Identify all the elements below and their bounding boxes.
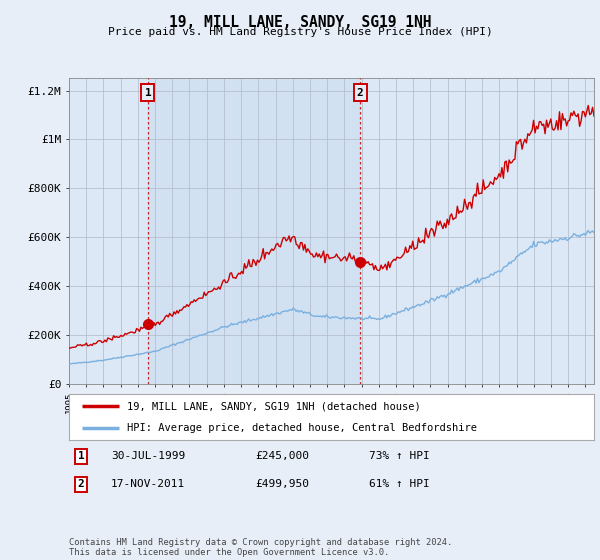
Text: Contains HM Land Registry data © Crown copyright and database right 2024.
This d: Contains HM Land Registry data © Crown c… [69, 538, 452, 557]
Text: 61% ↑ HPI: 61% ↑ HPI [369, 479, 430, 489]
Bar [148, 78, 360, 384]
Text: HPI: Average price, detached house, Central Bedfordshire: HPI: Average price, detached house, Cent… [127, 423, 477, 433]
Text: 19, MILL LANE, SANDY, SG19 1NH (detached house): 19, MILL LANE, SANDY, SG19 1NH (detached… [127, 401, 421, 411]
Text: £245,000: £245,000 [255, 451, 309, 461]
Text: 2: 2 [357, 87, 364, 97]
Text: £499,950: £499,950 [255, 479, 309, 489]
Text: 1: 1 [145, 87, 151, 97]
Text: 17-NOV-2011: 17-NOV-2011 [111, 479, 185, 489]
Text: 1: 1 [77, 451, 85, 461]
Text: 19, MILL LANE, SANDY, SG19 1NH: 19, MILL LANE, SANDY, SG19 1NH [169, 15, 431, 30]
Text: 2: 2 [77, 479, 85, 489]
Text: Price paid vs. HM Land Registry's House Price Index (HPI): Price paid vs. HM Land Registry's House … [107, 27, 493, 38]
Text: 73% ↑ HPI: 73% ↑ HPI [369, 451, 430, 461]
Text: 30-JUL-1999: 30-JUL-1999 [111, 451, 185, 461]
